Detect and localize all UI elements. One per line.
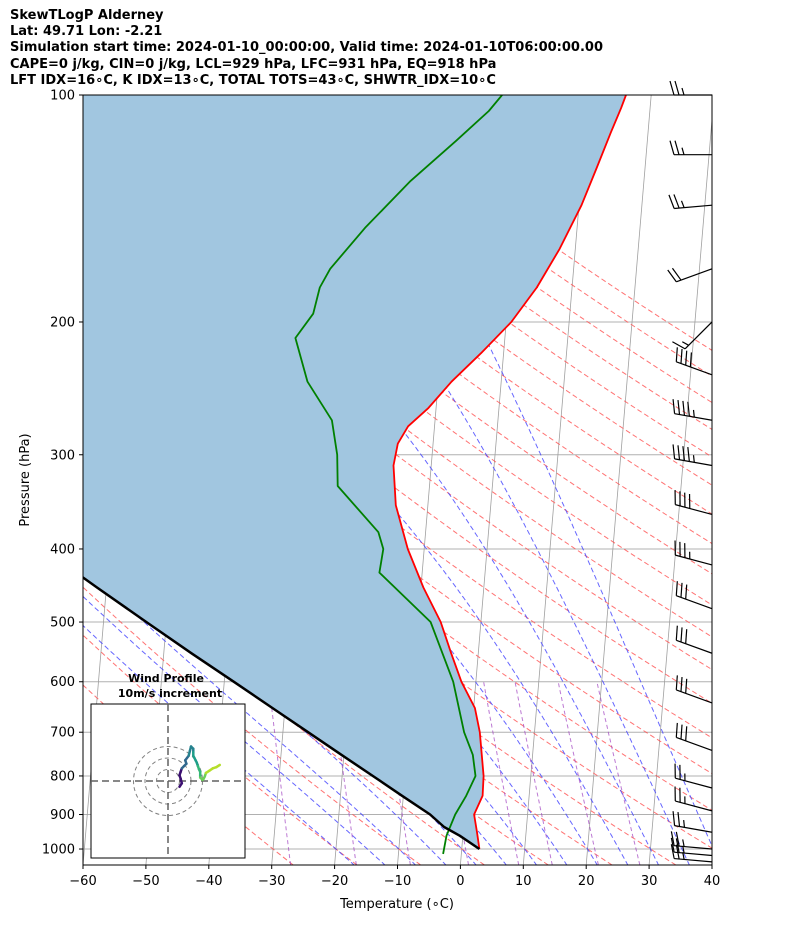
wind-profile-inset: Wind Profile 10m/s increment bbox=[90, 672, 246, 859]
moist-adiabat bbox=[83, 624, 355, 865]
dry-adiabat bbox=[218, 95, 712, 458]
chart-title: SkewTLogP Alderney bbox=[10, 8, 164, 23]
dry-adiabat bbox=[83, 452, 613, 865]
wind-barb bbox=[670, 831, 713, 850]
wind-barb bbox=[670, 844, 713, 863]
isotherm bbox=[711, 860, 712, 865]
mixing-ratio-line bbox=[268, 681, 292, 865]
dry-adiabat bbox=[185, 95, 712, 486]
isotherm bbox=[648, 115, 712, 865]
y-tick-label: 400 bbox=[50, 542, 75, 557]
mixing-ratio-line bbox=[557, 681, 599, 865]
dry-adiabat bbox=[83, 586, 421, 865]
isotherm bbox=[522, 95, 589, 865]
mixing-ratio-line bbox=[596, 681, 641, 865]
wind-barb bbox=[675, 675, 713, 704]
wind-barb bbox=[672, 399, 713, 421]
y-axis-label: Pressure (hPa) bbox=[18, 433, 33, 526]
profile-lines bbox=[83, 95, 627, 855]
y-tick-label: 800 bbox=[50, 769, 75, 784]
y-tick-label: 1000 bbox=[42, 843, 75, 858]
x-tick-label: −50 bbox=[132, 874, 159, 889]
y-tick-label: 300 bbox=[50, 448, 75, 463]
inset-title: Wind Profile bbox=[128, 672, 204, 685]
mixing-ratio-line bbox=[514, 681, 553, 865]
wind-barb bbox=[675, 625, 713, 654]
time-line: Simulation start time: 2024-01-10_00:00:… bbox=[10, 40, 603, 56]
dry-adiabat bbox=[83, 540, 485, 865]
moist-adiabat bbox=[200, 95, 690, 865]
chart-header: SkewTLogP Alderney Lat: 49.71 Lon: -2.21… bbox=[10, 8, 603, 89]
dry-adiabat bbox=[120, 95, 712, 545]
wind-barb bbox=[674, 786, 713, 812]
indices-line: LFT IDX=16∘C, K IDX=13∘C, TOTAL TOTS=43∘… bbox=[10, 72, 496, 88]
wind-barb bbox=[675, 347, 713, 376]
x-tick-label: −20 bbox=[321, 874, 348, 889]
wind-barb bbox=[674, 490, 713, 516]
cape-fill bbox=[83, 95, 626, 849]
x-tick-label: −60 bbox=[69, 874, 96, 889]
dry-adiabat bbox=[83, 411, 677, 865]
inset-content bbox=[91, 704, 245, 858]
moist-adiabat bbox=[83, 595, 386, 865]
wind-barb bbox=[674, 540, 713, 566]
y-tick-label: 500 bbox=[50, 616, 75, 631]
temperature-profile bbox=[392, 95, 627, 850]
wind-barb bbox=[670, 837, 713, 857]
wind-barb bbox=[675, 581, 713, 610]
y-tick-label: 700 bbox=[50, 726, 75, 741]
wind-barb bbox=[667, 267, 713, 283]
y-tick-label: 900 bbox=[50, 808, 75, 823]
x-axis-label: Temperature (∘C) bbox=[339, 897, 454, 912]
wind-barb bbox=[672, 811, 713, 833]
y-tick-label: 100 bbox=[50, 89, 75, 104]
y-tick-label: 200 bbox=[50, 315, 75, 330]
mixing-ratio-line bbox=[330, 681, 357, 865]
inset-subtitle: 10m/s increment bbox=[118, 687, 222, 700]
hodograph-segment bbox=[215, 763, 221, 769]
parcel-profile bbox=[83, 575, 481, 851]
isotherm bbox=[775, 95, 794, 865]
dry-adiabat bbox=[87, 95, 712, 575]
location-line: Lat: 49.71 Lon: -2.21 bbox=[10, 24, 163, 40]
moist-adiabat bbox=[83, 406, 538, 865]
wind-barb bbox=[672, 444, 713, 467]
mixing-ratio-line bbox=[483, 681, 520, 865]
wind-barb bbox=[669, 80, 712, 96]
x-tick-label: −40 bbox=[195, 874, 222, 889]
cape-fill-area bbox=[83, 95, 626, 849]
y-tick-label: 600 bbox=[50, 675, 75, 690]
wind-barb bbox=[669, 140, 712, 156]
wind-barbs bbox=[667, 80, 713, 863]
x-tick-label: −30 bbox=[258, 874, 285, 889]
isotherm bbox=[585, 95, 652, 865]
x-tick-label: 10 bbox=[515, 874, 532, 889]
wind-barb bbox=[674, 763, 713, 789]
wind-barb bbox=[675, 722, 713, 751]
moist-adiabat bbox=[338, 95, 712, 848]
x-tick-label: 40 bbox=[704, 874, 721, 889]
x-tick-label: 30 bbox=[641, 874, 658, 889]
x-tick-label: −10 bbox=[384, 874, 411, 889]
wind-barb bbox=[672, 321, 713, 350]
x-tick-label: 0 bbox=[456, 874, 464, 889]
cape-line: CAPE=0 j/kg, CIN=0 j/kg, LCL=929 hPa, LF… bbox=[10, 56, 497, 72]
x-tick-label: 20 bbox=[578, 874, 595, 889]
wind-barb bbox=[668, 194, 713, 210]
axes: −60 −50 −40 −30 −20 −10 0 10 20 30 40 100 200 300 400 5… bbox=[42, 89, 720, 890]
dewpoint-profile bbox=[294, 95, 503, 855]
